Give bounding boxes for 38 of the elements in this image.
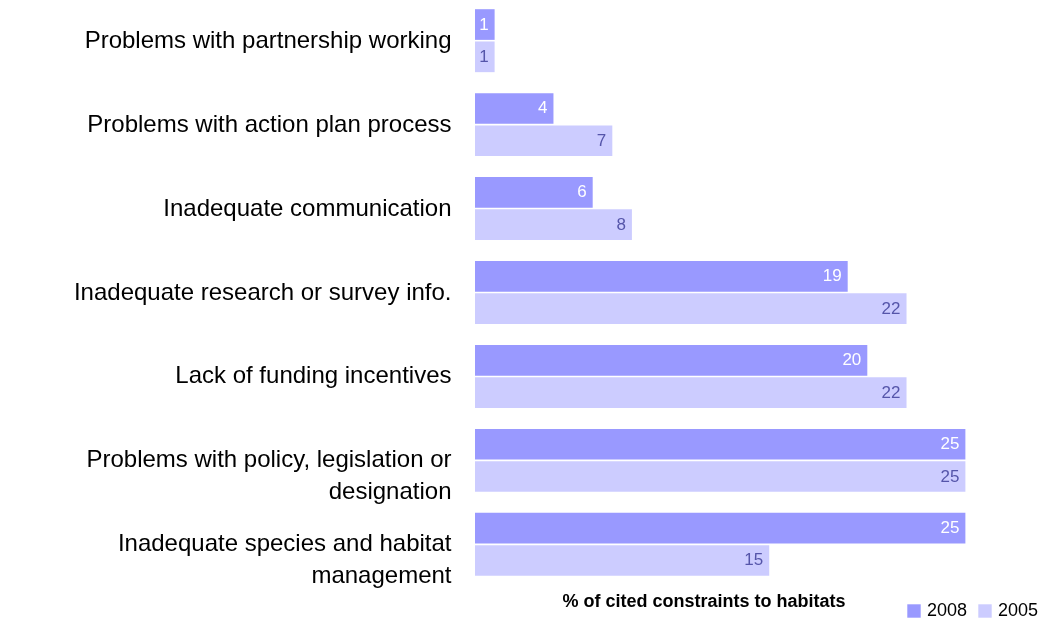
bar (475, 41, 495, 73)
data-label: 25 (940, 518, 960, 538)
bar (475, 344, 868, 376)
y-tick-label: Inadequate communication (163, 193, 452, 221)
data-label: 25 (940, 466, 960, 486)
legend-label: 2005 (998, 600, 1039, 620)
bar (475, 512, 966, 544)
data-label: 1 (479, 14, 489, 34)
legend-label: 2008 (927, 600, 968, 620)
bar (475, 93, 554, 124)
bar (475, 293, 907, 324)
bar (475, 377, 907, 408)
data-label: 25 (940, 434, 960, 454)
data-label: 20 (842, 350, 862, 370)
bar (475, 545, 770, 576)
bar (475, 261, 848, 292)
data-label: 22 (881, 382, 901, 402)
bar (475, 9, 495, 40)
data-label: 6 (577, 182, 587, 202)
bar (475, 177, 593, 208)
data-label: 15 (744, 550, 764, 570)
y-tick-label: Problems with partnership working (84, 25, 452, 53)
bar (475, 428, 966, 460)
data-label: 19 (822, 266, 842, 286)
data-label: 1 (479, 46, 489, 66)
data-label: 4 (537, 98, 548, 118)
bar (475, 209, 632, 241)
bar (475, 461, 966, 492)
y-tick-label: Problems with policy, legislation or designation (86, 445, 452, 505)
y-tick-label: Problems with action plan process (87, 109, 452, 137)
data-label: 7 (596, 130, 607, 150)
x-axis-title: % of cited constraints to habitats (562, 590, 846, 611)
data-label: 22 (881, 298, 901, 318)
data-label: 8 (616, 214, 626, 234)
y-tick-label: Lack of funding incentives (175, 361, 452, 389)
y-tick-label: Inadequate research or survey info. (73, 277, 452, 305)
bar (475, 125, 613, 157)
y-tick-label: Inadequate species and habitat management (117, 529, 452, 589)
